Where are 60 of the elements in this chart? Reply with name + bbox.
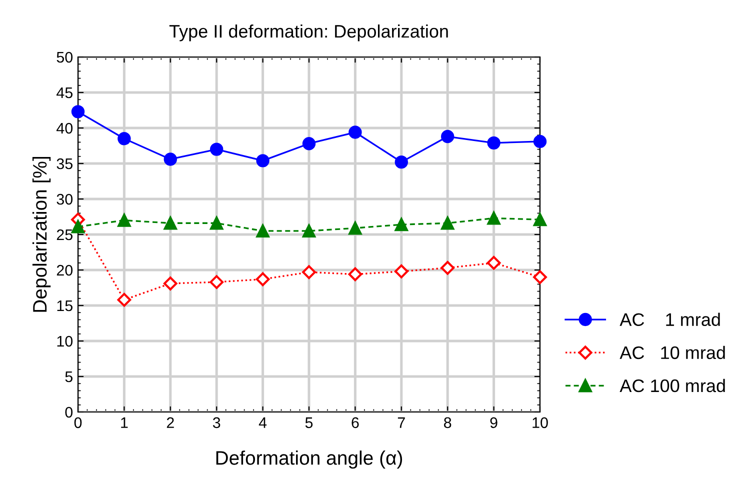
point (164, 152, 177, 166)
y-tick-label: 0 (65, 406, 73, 418)
x-tick-label: 0 (74, 417, 82, 428)
y-tick-label: 45 (56, 88, 72, 98)
point (256, 272, 270, 286)
point (440, 260, 455, 275)
x-axis-title: Deformation angle (α) (216, 450, 402, 469)
point (533, 270, 547, 284)
point (487, 136, 500, 150)
x-tick-label: 8 (444, 417, 452, 428)
y-tick-label: 30 (56, 194, 73, 205)
point (487, 212, 500, 225)
chart-title: Type II deformation: Depolarization (169, 24, 448, 42)
y-tick-label: 5 (65, 372, 72, 382)
point (441, 216, 454, 230)
point (533, 212, 547, 226)
legend-label: AC 1 mrad (620, 312, 720, 326)
point (302, 224, 316, 238)
x-tick-label: 4 (258, 417, 267, 428)
point (302, 137, 316, 150)
legend-label: AC 10 mrad (620, 346, 725, 360)
point (256, 154, 270, 168)
point (163, 276, 178, 290)
y-tick-label: 25 (56, 229, 72, 240)
x-tick-label: 7 (398, 417, 405, 428)
point (210, 216, 224, 230)
y-tick-label: 40 (56, 122, 73, 134)
x-tick-label: 2 (166, 417, 174, 428)
y-tick-label: 35 (56, 158, 72, 170)
point (118, 214, 131, 227)
y-tick-label: 10 (57, 336, 73, 347)
point (441, 130, 454, 144)
point (302, 265, 316, 280)
y-axis-title: Depolarization [%] (32, 156, 51, 312)
point (256, 224, 270, 238)
x-tick-label: 1 (121, 417, 128, 428)
x-tick-label: 9 (490, 417, 498, 428)
y-tick-label: 20 (56, 264, 73, 276)
x-tick-label: 6 (352, 417, 359, 428)
point (71, 105, 85, 118)
point (348, 126, 362, 139)
point (164, 216, 177, 230)
point (118, 132, 131, 146)
point (486, 256, 501, 270)
point (348, 267, 362, 282)
legend-label: AC 100 mrad (620, 378, 725, 392)
point (210, 275, 224, 290)
x-tick-label: 5 (305, 417, 313, 428)
point (394, 264, 408, 278)
point (394, 155, 408, 169)
point (394, 218, 408, 232)
point (210, 142, 224, 156)
point (533, 134, 547, 148)
y-tick-label: 50 (56, 52, 73, 63)
point (348, 222, 362, 235)
x-tick-label: 3 (212, 417, 220, 428)
x-tick-label: 10 (532, 417, 548, 428)
y-tick-label: 15 (57, 300, 72, 312)
point (71, 220, 85, 234)
point (117, 292, 132, 307)
